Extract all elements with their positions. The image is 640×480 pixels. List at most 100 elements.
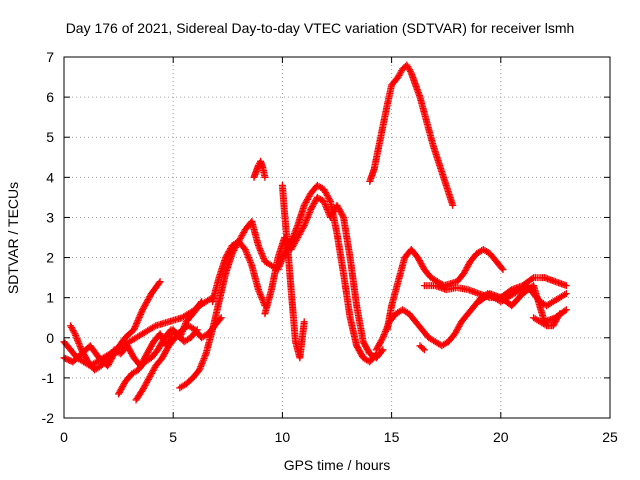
data-point-fill — [304, 194, 312, 202]
data-point-fill — [290, 240, 298, 248]
data-point-fill — [323, 204, 331, 212]
data-point-fill — [358, 351, 366, 359]
data-point-fill — [299, 224, 307, 232]
data-point-fill — [304, 212, 312, 220]
data-point — [320, 197, 328, 205]
data-point-fill — [463, 264, 471, 272]
data-point — [359, 338, 367, 346]
data-point-fill — [552, 316, 560, 324]
data-point-fill — [257, 292, 265, 300]
data-point-fill — [561, 291, 569, 299]
data-point-fill — [82, 355, 90, 363]
data-point-fill — [293, 223, 301, 231]
data-point — [235, 238, 243, 246]
data-point — [449, 201, 457, 209]
data-point-fill — [131, 324, 139, 332]
data-point-fill — [144, 377, 152, 385]
data-point-fill — [143, 378, 151, 386]
data-point-fill — [301, 220, 309, 228]
data-point-fill — [360, 339, 368, 347]
data-point-fill — [329, 209, 337, 217]
data-point — [499, 266, 507, 274]
x-tick-label: 0 — [60, 429, 68, 445]
data-point-fill — [378, 335, 386, 343]
data-point-fill — [155, 279, 163, 287]
data-point-fill — [378, 347, 386, 355]
data-point-fill — [133, 318, 141, 326]
data-point-fill — [278, 256, 286, 264]
data-point-fill — [243, 249, 251, 257]
data-point-fill — [336, 207, 344, 215]
data-point-fill — [295, 232, 303, 240]
data-point — [294, 234, 302, 241]
data-point-fill — [373, 344, 381, 352]
data-point-fill — [247, 258, 255, 266]
data-point-fill — [128, 351, 136, 359]
data-point-fill — [243, 250, 251, 258]
data-point-fill — [77, 344, 85, 352]
data-point-fill — [163, 345, 171, 353]
data-point-fill — [335, 206, 343, 214]
data-point-fill — [138, 307, 146, 315]
data-point-fill — [328, 210, 336, 218]
data-point-fill — [310, 199, 318, 207]
data-point-fill — [293, 235, 301, 243]
data-point — [145, 374, 153, 382]
data-point-fill — [162, 346, 170, 354]
data-point-fill — [127, 349, 135, 357]
data-point-fill — [465, 261, 473, 269]
data-point-fill — [550, 320, 558, 328]
data-point-fill — [197, 361, 205, 369]
data-point — [154, 346, 162, 354]
data-point-fill — [292, 225, 300, 233]
data-point-fill — [258, 295, 266, 303]
data-point-fill — [148, 369, 156, 377]
data-point-fill — [242, 247, 250, 255]
data-point-fill — [302, 217, 310, 225]
data-point-fill — [223, 251, 231, 259]
data-point-fill — [147, 371, 155, 379]
y-tick-label: 5 — [46, 129, 54, 145]
data-point-fill — [161, 349, 169, 357]
data-point — [549, 322, 557, 330]
data-point-fill — [148, 368, 156, 376]
data-point-fill — [150, 323, 158, 331]
data-point-fill — [498, 264, 506, 272]
data-point-fill — [196, 364, 204, 372]
data-point-fill — [339, 212, 347, 220]
data-point-fill — [528, 275, 536, 283]
data-point-fill — [453, 327, 461, 335]
data-point-fill — [337, 209, 345, 217]
y-tick-label: 6 — [46, 89, 54, 105]
data-point-fill — [162, 348, 170, 356]
data-point-fill — [245, 254, 253, 262]
data-point — [115, 390, 123, 398]
data-point-fill — [224, 249, 232, 257]
data-point-fill — [338, 210, 346, 218]
y-axis-label: SDTVAR / TECUs — [5, 182, 21, 294]
data-point-fill — [551, 319, 559, 327]
data-point — [300, 221, 308, 229]
y-tick-label: 7 — [46, 49, 54, 65]
y-tick-label: -1 — [42, 370, 55, 386]
data-point-fill — [324, 193, 332, 201]
data-point-fill — [150, 365, 158, 373]
data-point-fill — [75, 339, 83, 347]
data-point-fill — [289, 233, 297, 241]
data-point-fill — [461, 267, 469, 275]
data-point-fill — [292, 226, 300, 234]
data-point-fill — [135, 313, 143, 321]
data-point — [562, 290, 570, 298]
data-point — [420, 346, 428, 354]
data-point-fill — [279, 253, 287, 261]
data-point-fill — [117, 385, 125, 393]
data-point-fill — [124, 343, 132, 351]
data-point-fill — [199, 356, 207, 364]
data-point — [158, 354, 166, 362]
data-point — [307, 205, 315, 213]
data-point-fill — [297, 227, 305, 235]
data-point-fill — [70, 328, 78, 336]
data-point-fill — [406, 67, 414, 75]
data-point-fill — [305, 192, 313, 200]
data-point-fill — [227, 245, 235, 253]
